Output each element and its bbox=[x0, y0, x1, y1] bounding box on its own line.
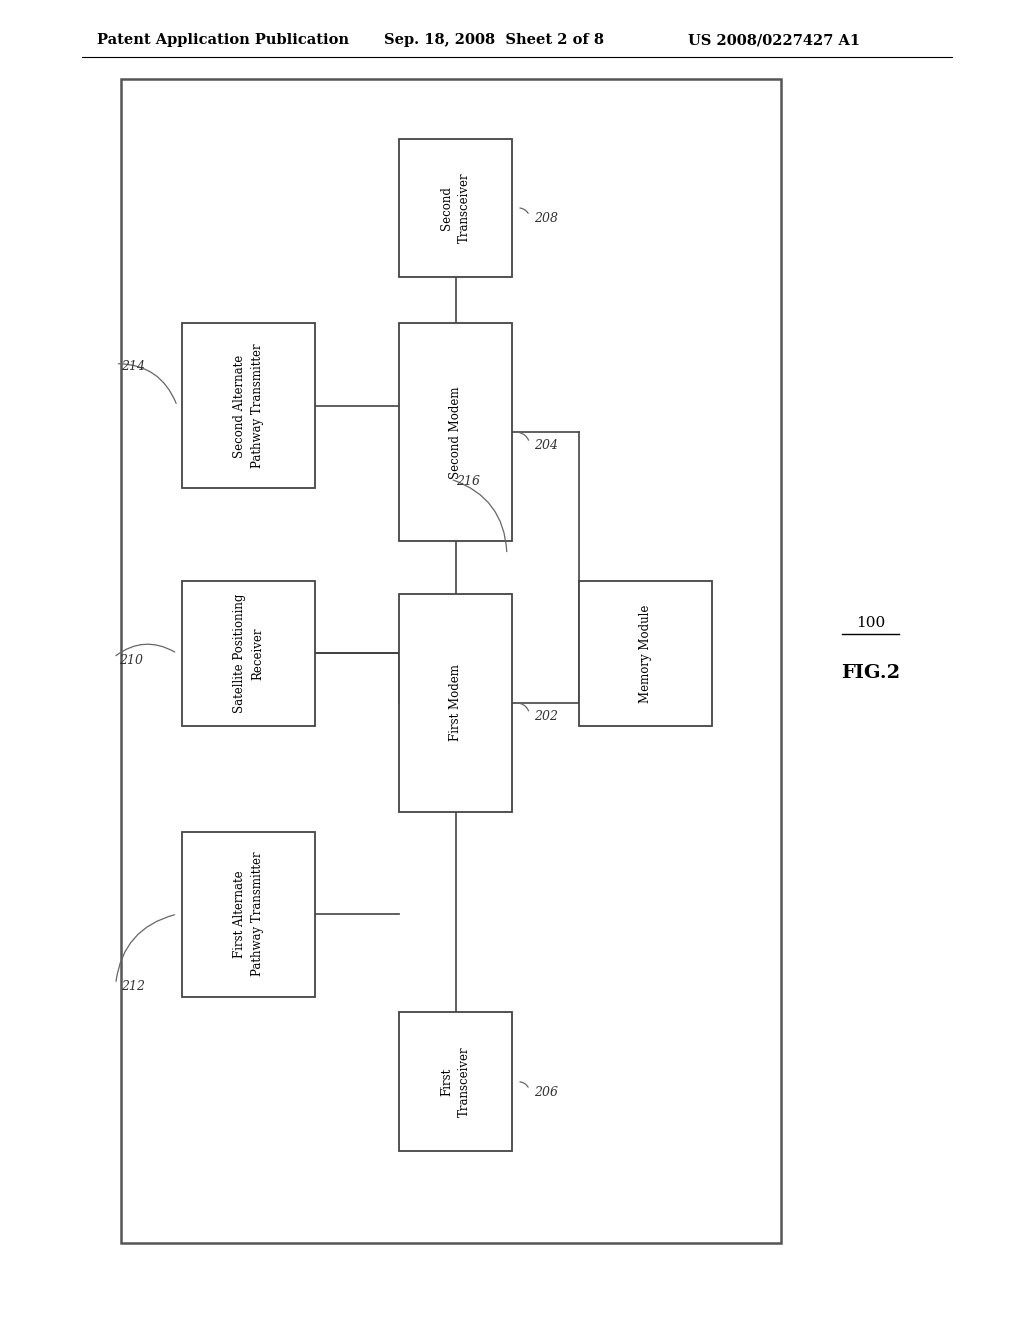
Text: Patent Application Publication: Patent Application Publication bbox=[97, 33, 349, 48]
Text: US 2008/0227427 A1: US 2008/0227427 A1 bbox=[688, 33, 860, 48]
Text: 202: 202 bbox=[535, 710, 558, 722]
Text: Sep. 18, 2008  Sheet 2 of 8: Sep. 18, 2008 Sheet 2 of 8 bbox=[384, 33, 604, 48]
Text: 204: 204 bbox=[535, 440, 558, 451]
Bar bbox=[182, 323, 315, 488]
Bar bbox=[399, 594, 512, 812]
Text: Second
Transceiver: Second Transceiver bbox=[440, 173, 471, 243]
Text: First Alternate
Pathway Transmitter: First Alternate Pathway Transmitter bbox=[233, 851, 264, 977]
Text: Satellite Positioning
Receiver: Satellite Positioning Receiver bbox=[233, 594, 264, 713]
Text: First
Transceiver: First Transceiver bbox=[440, 1047, 471, 1117]
Text: Memory Module: Memory Module bbox=[639, 605, 651, 702]
Text: 216: 216 bbox=[456, 475, 479, 488]
Text: Second Alternate
Pathway Transmitter: Second Alternate Pathway Transmitter bbox=[233, 343, 264, 469]
Text: 206: 206 bbox=[535, 1086, 558, 1098]
Text: 212: 212 bbox=[121, 981, 144, 993]
Text: Second Modem: Second Modem bbox=[450, 385, 462, 479]
Text: 100: 100 bbox=[856, 616, 885, 630]
Text: 208: 208 bbox=[535, 213, 558, 224]
Bar bbox=[182, 832, 315, 997]
Text: 214: 214 bbox=[121, 360, 144, 372]
Bar bbox=[399, 1012, 512, 1151]
Bar bbox=[399, 139, 512, 277]
Text: First Modem: First Modem bbox=[450, 664, 462, 742]
Bar bbox=[182, 581, 315, 726]
Text: FIG.2: FIG.2 bbox=[841, 664, 900, 682]
Bar bbox=[579, 581, 712, 726]
Text: 210: 210 bbox=[119, 653, 142, 667]
Bar bbox=[399, 323, 512, 541]
Bar bbox=[121, 79, 781, 1243]
